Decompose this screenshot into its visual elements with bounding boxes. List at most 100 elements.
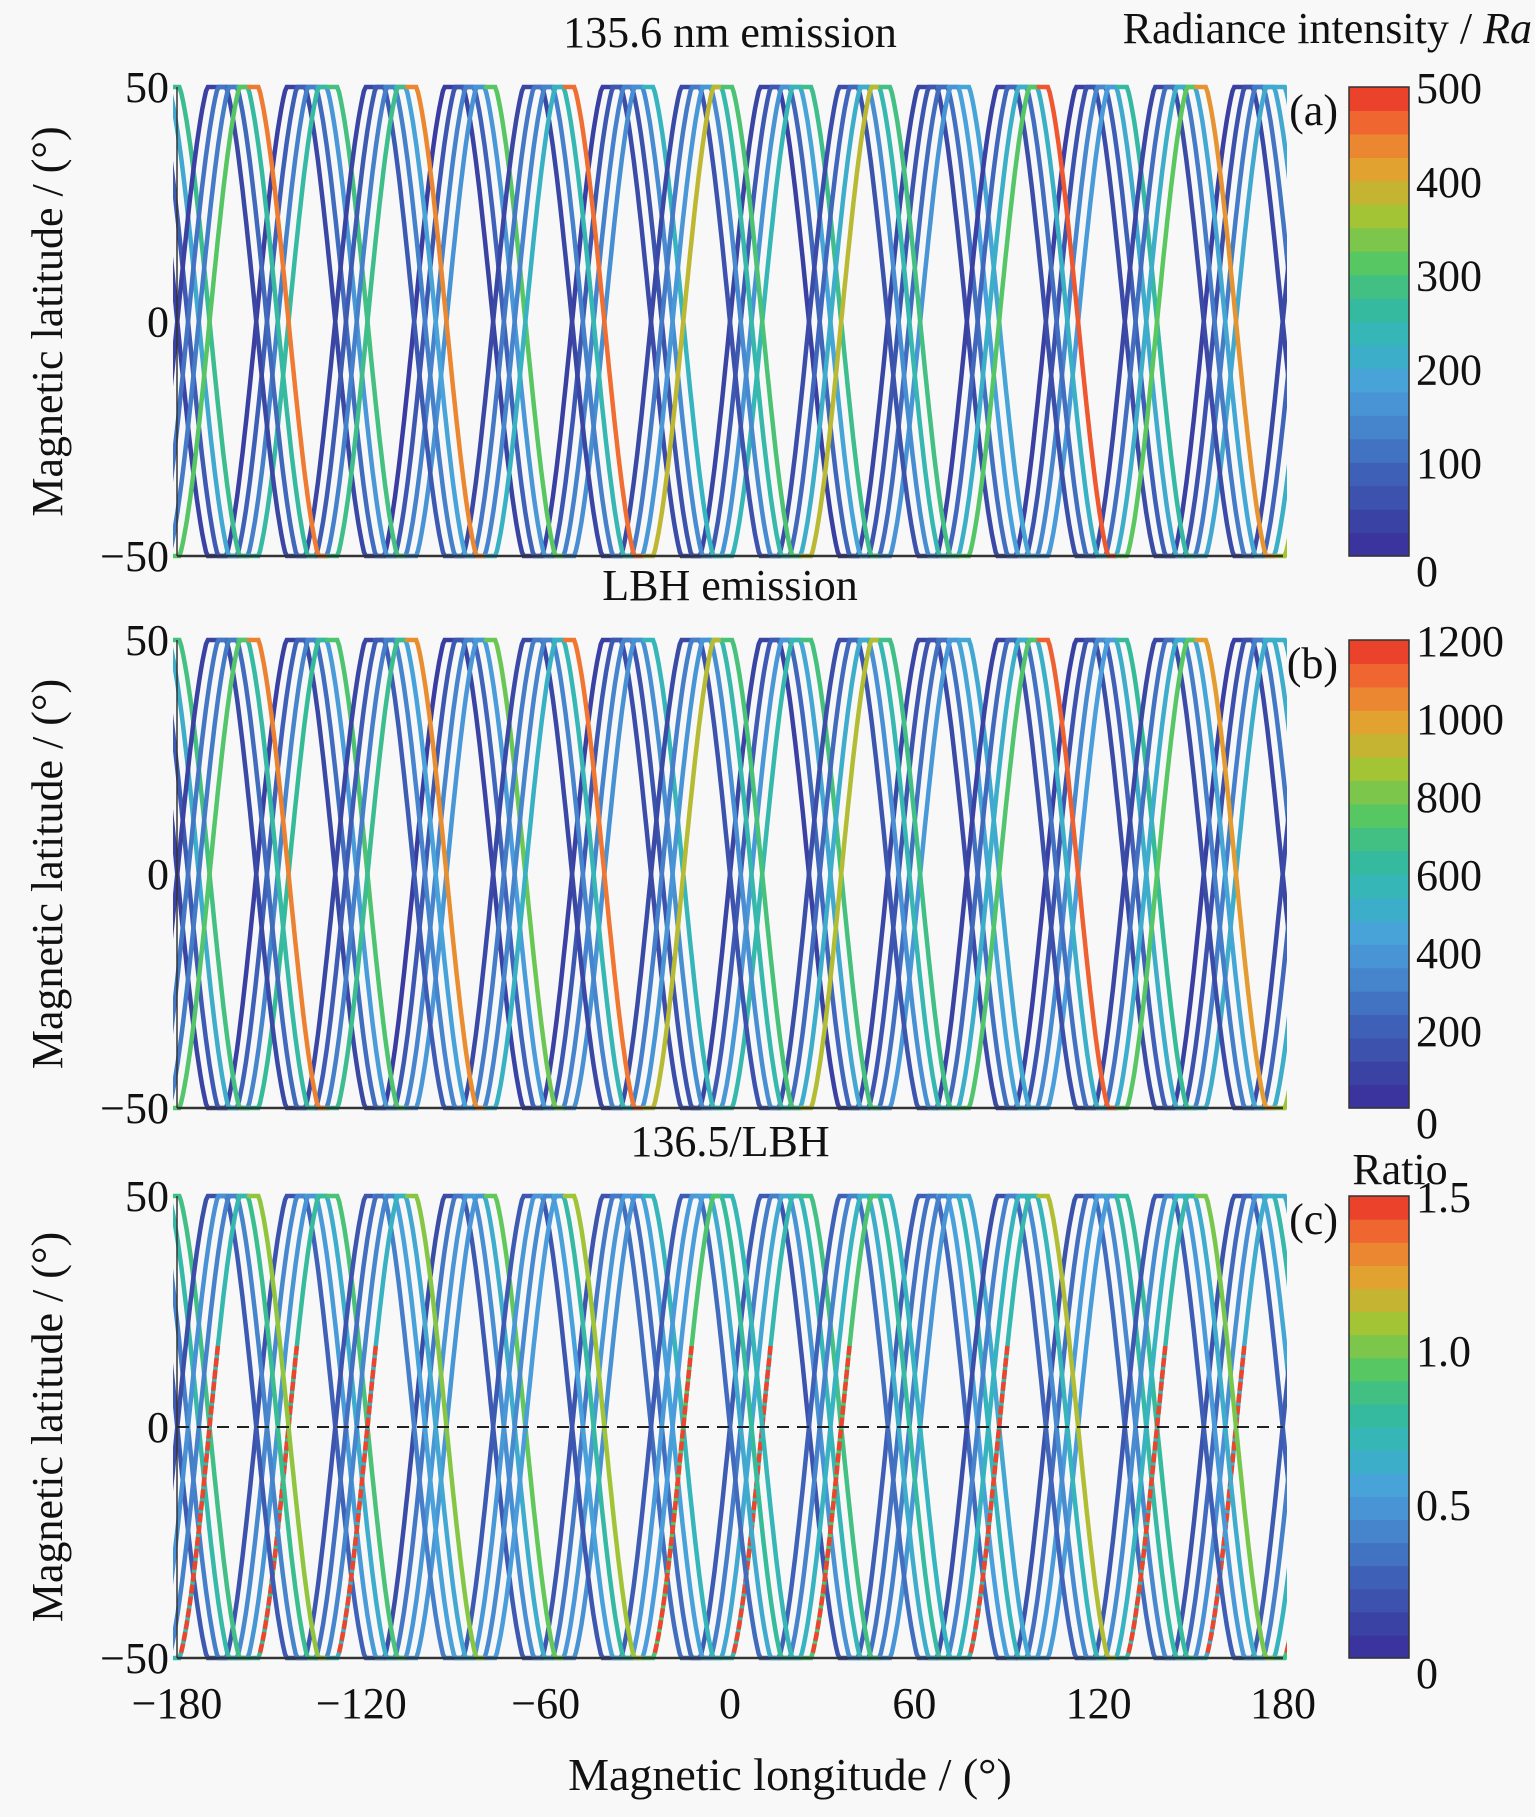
colorbar-band [1349,1427,1409,1451]
colorbar-band [1349,1357,1409,1382]
colorbar-band [1349,944,1409,969]
colorbar-band [1349,1242,1409,1266]
x-tick-label: 0 [719,1679,741,1728]
orbit-track [1273,637,1287,659]
orbit-track [846,1193,929,1661]
orbit-track [699,1193,781,1661]
orbit-track [472,637,555,1111]
orbit-track [293,637,376,1111]
orbit-track [1240,256,1287,559]
orbit-track [173,1193,229,1586]
orbit-track [867,637,950,1111]
y-tick-label: −50 [100,532,169,581]
orbit-track [1240,1362,1287,1661]
orbit-track [1083,1193,1165,1661]
orbit-track [609,637,692,1111]
orbit-track [925,637,1008,1111]
orbit-track [383,1193,466,1661]
colorbar-band [1349,227,1409,252]
colorbar-band [1349,509,1409,534]
orbit-track [1104,1193,1187,1661]
orbit-track [314,637,397,1111]
orbit-track [541,1193,624,1661]
orbit-track [541,84,624,559]
colorbar-tick-label: 200 [1416,345,1482,394]
orbit-track [451,84,534,559]
colorbar-band [1349,1450,1409,1474]
orbit-track [393,84,476,559]
panel-label: (c) [1289,1195,1338,1244]
orbit-track [1251,363,1287,559]
orbit-track [225,637,308,1111]
orbit-track [1172,637,1255,1111]
orbit-track [699,84,781,559]
panel-title: 136.5/LBH [630,1117,829,1166]
colorbar-tick-label: 100 [1416,439,1482,488]
orbit-track [878,637,961,1111]
orbit-track [699,637,781,1111]
colorbar-band [1349,827,1409,852]
colorbar-title: Radiance intensity / Ra [1123,4,1532,53]
orbit-track [620,637,702,1111]
orbit-track [225,84,308,559]
orbit-track [946,84,1029,559]
orbit-track [688,1193,771,1661]
x-tick-label: 60 [892,1679,936,1728]
orbit-track [720,637,803,1111]
orbit-track [935,637,1018,1111]
orbit-track [541,637,624,1111]
orbit-track [856,1193,939,1661]
orbit-track [856,637,939,1111]
colorbar-band [1349,1265,1409,1289]
orbit-track [1083,84,1165,559]
orbit-track [173,84,240,550]
orbit-track [688,84,771,559]
orbit-track [404,1193,487,1661]
colorbar-title-text: Radiance intensity / [1123,4,1483,53]
orbit-track [246,637,329,1111]
orbit-track [1262,84,1287,180]
orbit-track [1115,637,1198,1111]
orbit-track [404,637,487,1111]
colorbar-band [1349,1611,1409,1636]
orbit-track [1273,1193,1287,1215]
orbit-track [551,637,634,1111]
orbit-track [867,1193,950,1661]
y-tick-label: 0 [147,1403,169,1452]
orbit-track [393,1193,476,1661]
y-tick-label: −50 [100,1634,169,1683]
orbit-track [620,1193,702,1661]
orbit-track [304,637,387,1111]
y-axis-label: Magnetic latitude / (°) [23,1232,72,1622]
colorbar-band [1349,733,1409,758]
orbit-track [1251,637,1287,833]
orbit-track [451,637,534,1111]
colorbar-band [1349,415,1409,440]
colorbar-tick-label: 300 [1416,252,1482,301]
colorbar-band [1349,1519,1409,1544]
orbit-track [1251,915,1287,1111]
orbit-track [925,84,1008,559]
y-tick-label: −50 [100,1084,169,1133]
orbit-track [709,637,792,1111]
orbit-track [1273,1639,1287,1661]
orbit-track [767,84,850,559]
colorbar-band [1349,663,1409,688]
orbit-track [788,637,871,1111]
orbit-track [856,84,939,559]
orbit-track [1194,1193,1277,1661]
orbit-track [609,84,692,559]
colorbar-band [1349,1565,1409,1590]
orbit-track [304,1193,387,1661]
orbit-track [788,1193,871,1661]
colorbar-tick-label: 0 [1416,1099,1438,1148]
colorbar-band [1349,1196,1409,1220]
colorbar-band [1349,710,1409,735]
colorbar-band [1349,251,1409,276]
colorbar-tick-label: 1000 [1416,695,1504,744]
orbit-track [530,637,613,1111]
colorbar-band [1349,920,1409,945]
orbit-track [720,84,803,559]
